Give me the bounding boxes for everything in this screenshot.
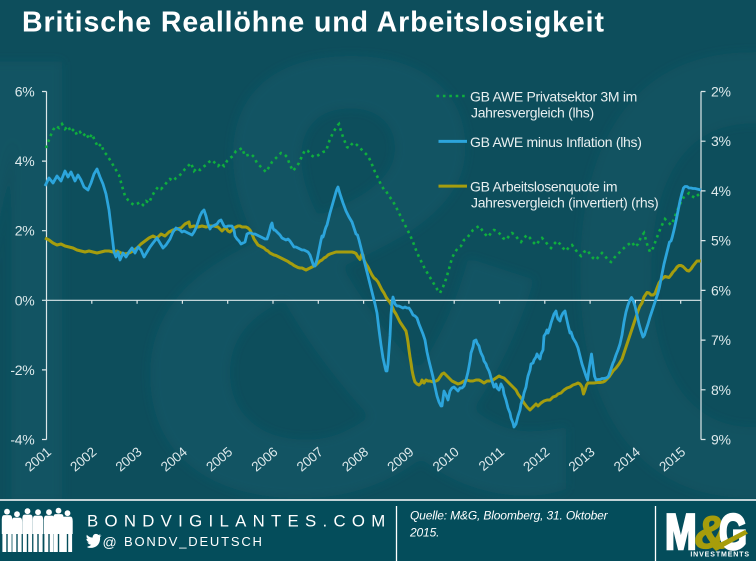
svg-text:2%: 2% [15, 223, 35, 239]
svg-text:9%: 9% [711, 432, 731, 448]
svg-text:GB Arbeitslosenquote im: GB Arbeitslosenquote im [470, 179, 617, 195]
svg-text:&: & [692, 506, 731, 558]
svg-text:4%: 4% [711, 183, 731, 199]
svg-text:M: M [0, 0, 89, 561]
svg-text:Jahresvergleich (lhs): Jahresvergleich (lhs) [471, 105, 594, 121]
svg-text:5%: 5% [711, 233, 731, 249]
svg-text:7%: 7% [711, 332, 731, 348]
svg-text:6%: 6% [711, 282, 731, 298]
svg-text:M: M [665, 505, 697, 560]
svg-text:4%: 4% [15, 153, 35, 169]
svg-text:6%: 6% [15, 84, 35, 100]
svg-text:8%: 8% [711, 382, 731, 398]
svg-text:3%: 3% [711, 133, 731, 149]
svg-text:@: @ [103, 534, 117, 550]
svg-text:GB AWE minus Inflation (lhs): GB AWE minus Inflation (lhs) [470, 134, 642, 150]
svg-text:2015.: 2015. [409, 526, 439, 540]
svg-text:0%: 0% [15, 292, 35, 308]
svg-text:GB AWE Privatsektor 3M im: GB AWE Privatsektor 3M im [470, 89, 637, 105]
svg-text:Britische Reallöhne und Arbeit: Britische Reallöhne und Arbeitslosigkeit [22, 7, 605, 39]
svg-text:G: G [560, 0, 756, 561]
svg-text:Quelle: M&G, Bloomberg, 31. Ok: Quelle: M&G, Bloomberg, 31. Oktober [410, 509, 609, 523]
svg-text:-4%: -4% [10, 432, 34, 448]
svg-text:G: G [719, 505, 747, 560]
svg-text:BONDV_DEUTSCH: BONDV_DEUTSCH [124, 534, 264, 549]
svg-text:Jahresvergleich (invertiert) (: Jahresvergleich (invertiert) (rhs) [471, 195, 658, 211]
svg-text:INVESTMENTS: INVESTMENTS [690, 552, 750, 559]
svg-text:&: & [122, 0, 586, 561]
svg-text:2%: 2% [711, 84, 731, 100]
svg-text:-2%: -2% [10, 362, 34, 378]
svg-text:BONDVIGILANTES.COM: BONDVIGILANTES.COM [87, 512, 392, 531]
